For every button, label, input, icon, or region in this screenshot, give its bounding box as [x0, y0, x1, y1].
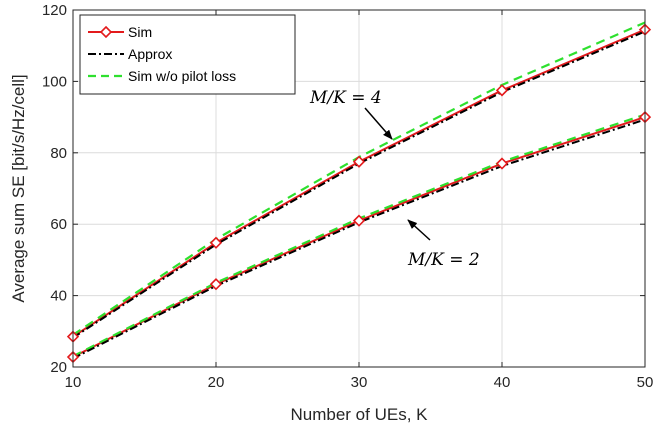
annotation-label: M/K = 4	[309, 88, 382, 108]
x-tick-label: 50	[637, 374, 654, 391]
x-tick-label: 20	[208, 374, 225, 391]
plot-series	[66, 21, 652, 364]
y-tick-label: 120	[42, 2, 67, 19]
y-tick-label: 60	[50, 216, 67, 233]
sim-marker-group-1	[209, 236, 223, 249]
y-tick-label: 40	[50, 288, 67, 305]
annotation-arrow	[407, 219, 431, 241]
x-tick-label: 40	[494, 374, 511, 391]
legend-marker	[99, 25, 113, 39]
x-axis-label: Number of UEs, K	[291, 405, 429, 424]
y-tick-label: 80	[50, 145, 67, 162]
y-axis-label: Average sum SE [bit/s/Hz/cell]	[9, 74, 28, 302]
sim-marker-group-2	[352, 214, 366, 227]
x-tick-label: 10	[65, 374, 82, 391]
legend: Sim Approx Sim w/o pilot loss	[79, 14, 296, 95]
sim-marker-group-2	[495, 157, 509, 170]
legend-label: Sim w/o pilot loss	[128, 68, 236, 84]
x-tick-label: 30	[351, 374, 368, 391]
annotations: M/K = 4 M/K = 2	[309, 88, 480, 270]
legend-label: Sim	[128, 24, 152, 40]
sim-marker-group-1	[495, 84, 509, 97]
series-approx-group-1	[72, 30, 646, 339]
annotation-label: M/K = 2	[407, 250, 480, 270]
y-tick-label: 20	[50, 359, 67, 376]
annotation-arrow	[364, 107, 393, 140]
sim-marker-group-2	[209, 278, 223, 291]
sim-marker-group-1	[352, 155, 366, 168]
legend-label: Approx	[128, 46, 172, 62]
y-tick-label: 100	[42, 73, 67, 90]
